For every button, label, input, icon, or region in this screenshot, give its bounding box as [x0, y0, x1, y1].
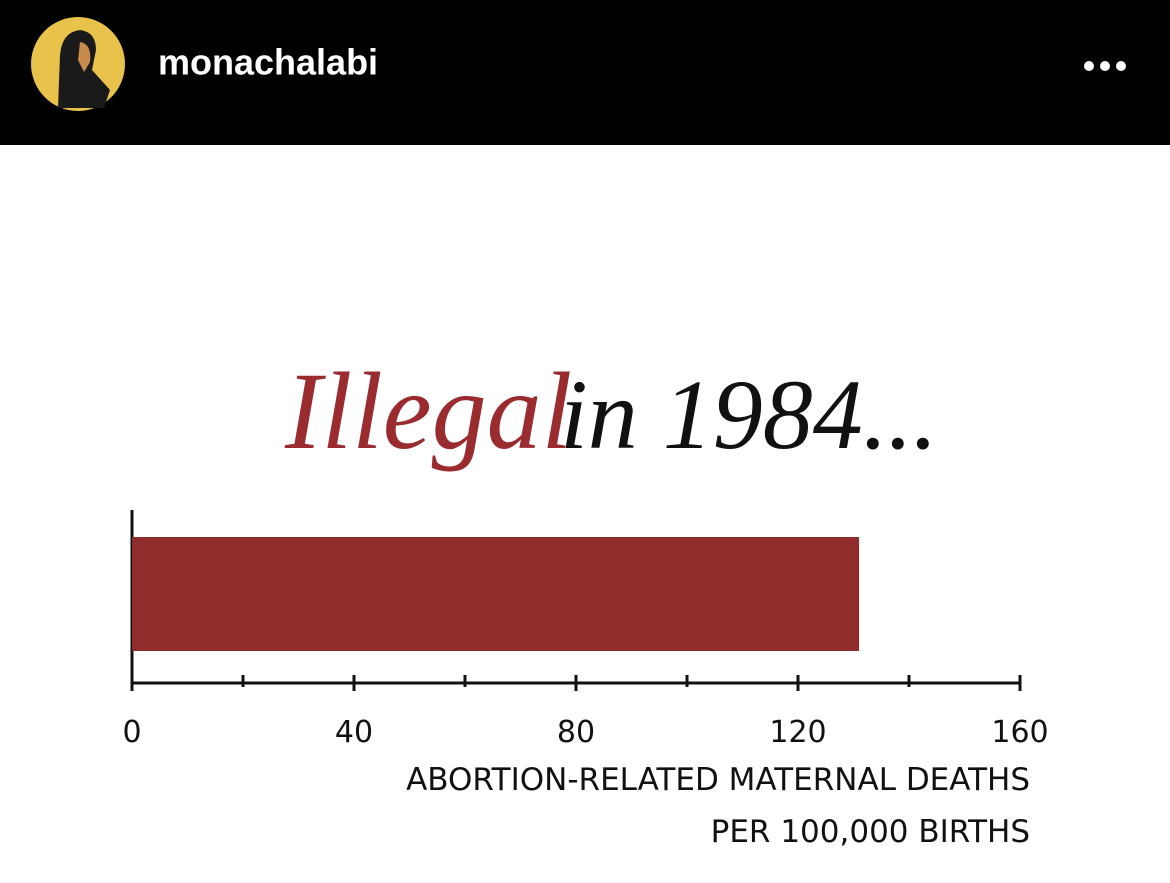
x-axis-label: ABORTION-RELATED MATERNAL DEATHS — [406, 762, 1030, 798]
x-tick-label: 120 — [769, 715, 826, 750]
dot — [1116, 61, 1126, 71]
dot — [1100, 61, 1110, 71]
username[interactable]: monachalabi — [158, 42, 378, 83]
x-axis-label: PER 100,000 BIRTHS — [711, 814, 1030, 850]
title-highlight: Illegal — [284, 350, 572, 472]
x-tick-label: 80 — [557, 715, 595, 750]
x-tick-label: 40 — [335, 715, 373, 750]
more-options[interactable] — [1084, 61, 1126, 71]
title-rest: in 1984... — [560, 359, 938, 470]
post-header — [0, 0, 1170, 145]
bar — [132, 537, 860, 651]
dot — [1084, 61, 1094, 71]
avatar-face — [78, 42, 91, 72]
x-tick-label: 0 — [122, 715, 141, 750]
x-tick-label: 160 — [991, 715, 1048, 750]
